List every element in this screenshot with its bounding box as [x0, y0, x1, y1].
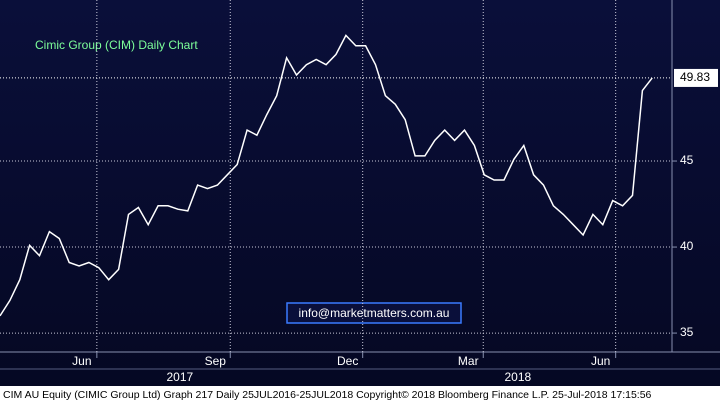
price-line: [0, 34, 653, 317]
x-tick-label: Sep: [205, 354, 227, 368]
year-label: 2018: [504, 370, 531, 384]
x-tick-label: Jun: [72, 354, 91, 368]
x-tick-label: Dec: [337, 354, 358, 368]
y-tick-label: 45: [680, 153, 694, 167]
annotation-box: [286, 302, 462, 324]
chart-title: Cimic Group (CIM) Daily Chart: [35, 38, 198, 52]
x-tick-label: Mar: [458, 354, 479, 368]
y-tick-label: 35: [680, 325, 694, 339]
annotation: info@marketmatters.com.au: [299, 306, 450, 320]
background: [0, 0, 720, 386]
last-price-label: 49.83: [680, 70, 710, 84]
year-label: 2017: [167, 370, 194, 384]
x-tick-label: Jun: [591, 354, 610, 368]
last-price-box: [674, 68, 718, 87]
footer: CIM AU Equity (CIMIC Group Ltd) Graph 21…: [3, 389, 652, 401]
footer-bar: [0, 386, 720, 403]
y-tick-label: 40: [680, 239, 694, 253]
